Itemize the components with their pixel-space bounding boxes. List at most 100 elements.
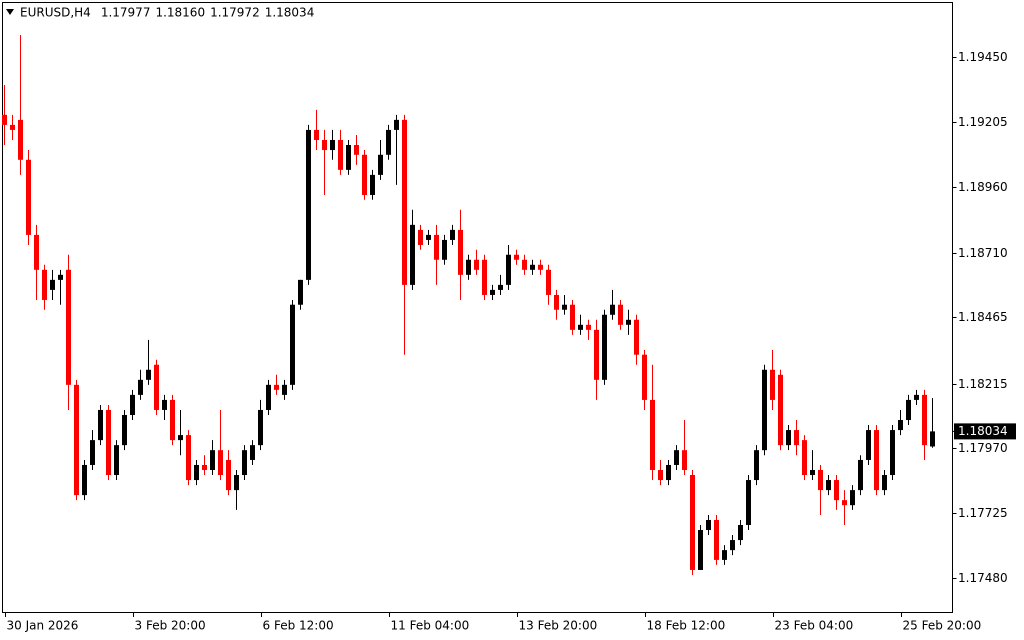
ohlc-value: 1.17977 [101,6,151,20]
candle-body [474,259,479,270]
candle-body [74,384,79,496]
candle-body [258,409,263,446]
x-tick-label: 25 Feb 20:00 [903,619,982,633]
candle-body [226,459,231,491]
candle-body [378,154,383,175]
x-tick-label: 3 Feb 20:00 [135,619,206,633]
candle-body [130,394,135,415]
candle-body [242,450,247,476]
candle-body [930,431,935,447]
candle-body [810,469,815,476]
candle-body [170,399,175,441]
candle-body [786,430,791,446]
price-tag-label: 1.18034 [958,424,1008,438]
candle-body [122,414,127,446]
candle-body [354,145,359,155]
candle-body [370,174,375,195]
candle-body [202,464,207,470]
candle-body [650,399,655,470]
plot [2,34,935,575]
candle-body [410,224,415,285]
candle-body [338,139,343,170]
y-tick-label: 1.18465 [958,310,1008,324]
candle-body [290,304,295,385]
candle-body [530,264,535,270]
candle-body [850,490,855,506]
candle-body [714,519,719,560]
candle-body [770,369,775,400]
candle-body [322,139,327,151]
candle-body [746,480,751,525]
candle-body [26,159,31,235]
candle-body [458,229,463,275]
candle-body [2,114,7,125]
candle-body [754,450,759,481]
y-tick-label: 1.17970 [958,441,1008,455]
y-tick-label: 1.18710 [958,246,1008,260]
x-tick-label: 18 Feb 12:00 [647,619,726,633]
candle-body [914,394,919,400]
candle-body [618,304,623,325]
candle-body [314,129,319,140]
candle-body [426,234,431,240]
candle-body [674,450,679,465]
candle-body [490,289,495,295]
candle-body [730,540,735,551]
candle-body [698,530,703,570]
y-tick-label: 1.17480 [958,571,1008,585]
x-tick-label: 23 Feb 04:00 [775,619,854,633]
y-tick-label: 1.19205 [958,115,1008,129]
candle-body [570,304,575,330]
candle-body [586,324,591,330]
candle-body [58,274,63,280]
ohlc-value: 1.17972 [210,6,260,20]
candle-body [330,139,335,151]
ohlc-info: 1.17977 1.18160 1.17972 1.18034 [101,6,315,20]
candle-body [866,430,871,460]
collapse-arrow[interactable] [6,9,14,15]
candle-body [858,459,863,491]
price-tag [954,423,1016,440]
candle-body [298,279,303,305]
candle-body [706,519,711,531]
candle-body [138,379,143,395]
candle-body [642,354,647,400]
candle-body [146,369,151,380]
candle-body [450,229,455,240]
candle-body [266,384,271,410]
candle-body [346,145,351,170]
y-tick-label: 1.19450 [958,50,1008,64]
candle-body [554,294,559,310]
candle-body [186,435,191,481]
candle-body [738,525,743,541]
y-tick-label: 1.18960 [958,180,1008,194]
candle-body [874,430,879,491]
candle-body [818,469,823,491]
candle-body [106,409,111,476]
candle-body [482,259,487,295]
candle-body [690,475,695,570]
candle-body [50,279,55,290]
candle-body [666,464,671,481]
candle-body [42,269,47,300]
x-tick-label: 6 Feb 12:00 [263,619,334,633]
candle-body [162,399,167,410]
candle-body [34,234,39,270]
candle-body [466,259,471,275]
candle-body [898,420,903,431]
chart-title: EURUSD,H4 [20,6,91,20]
candle-body [386,129,391,155]
y-tick-label: 1.18215 [958,377,1008,391]
candle-body [906,399,911,421]
candle-body [882,475,887,491]
candle-body [306,129,311,280]
plot-frame [2,2,953,613]
candle-body [522,259,527,270]
candle-body [594,329,599,380]
candle-body [82,464,87,496]
candle-body [890,430,895,476]
candle-body [802,440,807,476]
candle-body [778,374,783,446]
